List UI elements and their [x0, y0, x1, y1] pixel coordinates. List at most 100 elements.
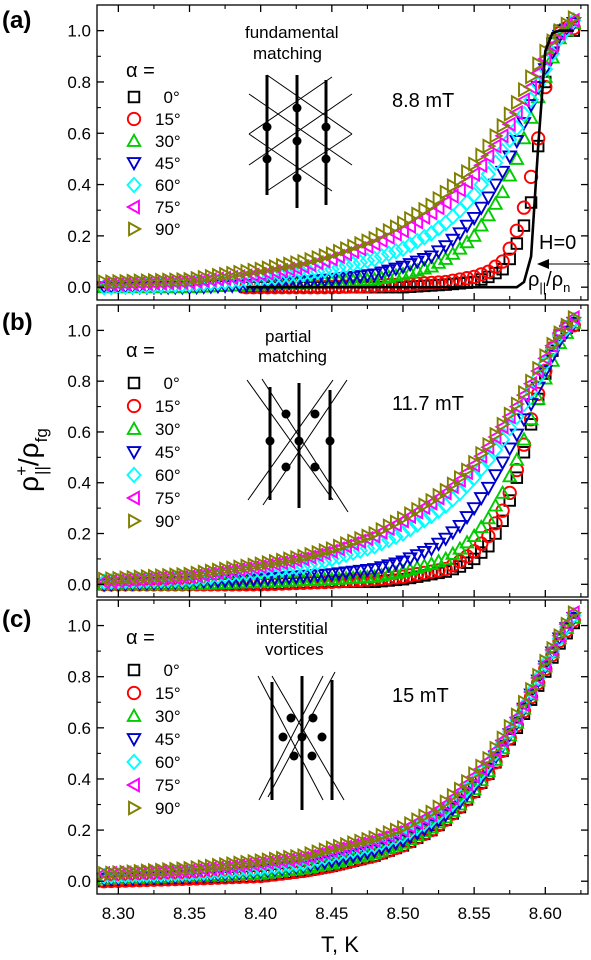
data-point: [338, 566, 354, 581]
data-point: [418, 201, 433, 218]
data-point: [494, 456, 511, 471]
data-point: [480, 165, 497, 183]
legend-label: 60°: [155, 176, 181, 195]
data-point: [366, 250, 383, 268]
data-point: [133, 863, 148, 880]
legend-marker: [128, 513, 143, 529]
data-point: [169, 272, 184, 288]
data-point: [276, 257, 291, 274]
legend-label: 90°: [155, 799, 181, 818]
data-point: [145, 570, 160, 587]
data-point: [494, 142, 511, 160]
data-point: [418, 497, 433, 513]
data-point: [482, 138, 497, 154]
data-point: [516, 130, 532, 145]
data-point: [544, 38, 559, 54]
data-point: [509, 428, 525, 443]
data-point: [388, 242, 404, 260]
data-point: [380, 245, 397, 263]
data-point: [397, 819, 412, 836]
data-point: [525, 69, 540, 85]
data-point: [216, 859, 231, 875]
data-point: [273, 852, 288, 869]
data-point: [473, 157, 488, 174]
data-point: [509, 150, 525, 165]
data-point: [515, 697, 530, 713]
annotation-line-1: interstitial: [256, 619, 328, 638]
x-tick-label: 8.60: [529, 904, 562, 923]
data-point: [425, 197, 440, 213]
data-point: [388, 277, 404, 293]
panel-label: (b): [2, 309, 33, 336]
data-point: [238, 857, 253, 873]
data-point: [437, 532, 454, 547]
data-point: [461, 462, 476, 478]
legend-marker: [126, 398, 142, 414]
data-point: [162, 861, 177, 878]
data-point: [309, 274, 326, 289]
data-point: [480, 753, 495, 769]
x-tick-label: 8.30: [102, 904, 135, 923]
data-point: [155, 568, 170, 584]
data-point: [283, 551, 298, 567]
data-point: [133, 569, 148, 585]
panel-c: (c) 0.00.20.40.60.81.0 8.30 8.35 8.40 8.45 8…: [2, 599, 589, 923]
data-point: [368, 829, 383, 846]
data-point: [452, 554, 468, 569]
data-point: [423, 806, 438, 823]
data-point: [283, 849, 298, 866]
data-point: [224, 562, 239, 579]
legend-marker: [125, 490, 140, 506]
y-tick-label: 0.0: [67, 872, 91, 891]
data-point: [503, 718, 518, 735]
data-point: [460, 556, 474, 569]
legend-label: 30°: [155, 132, 181, 151]
data-point: [560, 616, 575, 633]
data-point: [452, 484, 468, 502]
data-point: [209, 564, 224, 581]
data-point: [539, 347, 554, 364]
lattice-diagram: [248, 74, 353, 208]
data-point: [181, 863, 196, 879]
data-point: [465, 457, 481, 473]
data-point: [458, 464, 473, 481]
data-point: [402, 552, 418, 567]
legend-marker: [126, 733, 142, 748]
y-tick-label: 0.8: [67, 668, 91, 687]
data-point: [487, 195, 504, 210]
data-point: [510, 396, 525, 412]
data-point: [402, 236, 418, 254]
legend-label: 90°: [155, 220, 181, 239]
data-point: [473, 217, 490, 232]
data-point: [352, 564, 369, 579]
data-point: [475, 445, 490, 462]
data-point: [117, 572, 132, 589]
data-point: [140, 272, 155, 289]
data-point: [347, 238, 362, 254]
data-point: [290, 254, 305, 271]
data-point: [454, 469, 469, 486]
data-point: [487, 497, 504, 512]
data-point: [475, 147, 490, 163]
alpha-label: α =: [126, 627, 155, 649]
data-point: [340, 836, 355, 853]
data-point: [188, 567, 203, 584]
data-point: [501, 408, 516, 425]
data-point: [352, 270, 369, 285]
data-point: [537, 656, 552, 672]
data-point: [395, 260, 411, 275]
data-point: [488, 259, 503, 274]
data-point: [537, 350, 552, 367]
legend-marker: [126, 111, 142, 127]
data-point: [466, 502, 482, 517]
data-point: [394, 513, 409, 529]
data-point: [324, 574, 339, 589]
data-point: [204, 563, 220, 579]
data-point: [516, 200, 532, 215]
data-point: [446, 476, 461, 492]
data-point: [553, 325, 568, 341]
data-point: [245, 856, 260, 872]
data-point: [124, 572, 139, 588]
data-point: [197, 269, 212, 286]
legend-label: 0°: [155, 661, 180, 680]
